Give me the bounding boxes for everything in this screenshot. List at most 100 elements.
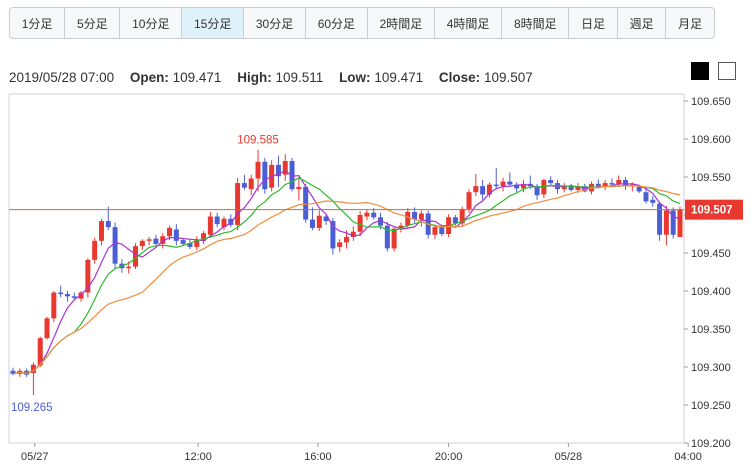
candle-body xyxy=(262,161,268,190)
candle-body xyxy=(180,240,186,244)
candle-up xyxy=(296,178,302,201)
candle-down xyxy=(493,167,499,190)
candle-body xyxy=(153,238,159,244)
candle-up xyxy=(51,291,57,323)
tab-timeframe[interactable]: 10分足 xyxy=(120,8,183,38)
candle-body xyxy=(561,186,567,190)
candle-up xyxy=(316,210,322,231)
candle-body xyxy=(207,216,213,235)
candle-up xyxy=(350,226,356,241)
candle-up xyxy=(85,258,91,298)
low-value: 109.471 xyxy=(374,70,424,85)
candle-body xyxy=(241,183,247,188)
candle-body xyxy=(85,259,91,293)
ohlc-datetime: 2019/05/28 07:00 xyxy=(9,70,115,85)
candle-body xyxy=(398,225,404,229)
candle-body xyxy=(391,228,397,249)
candle-up xyxy=(221,216,227,231)
candle-body xyxy=(201,233,207,241)
candle-up xyxy=(30,362,36,396)
close-value: 109.507 xyxy=(483,70,533,85)
candle-body xyxy=(357,215,363,232)
candle-up xyxy=(37,336,43,367)
candle-body xyxy=(296,186,302,190)
candle-body xyxy=(609,183,615,185)
candle-body xyxy=(44,318,50,339)
candle-up xyxy=(677,206,683,238)
tab-timeframe[interactable]: 8時間足 xyxy=(502,8,570,38)
close-label: Close: xyxy=(438,70,481,85)
y-tick-label: 109.550 xyxy=(691,172,731,184)
candle-body xyxy=(344,237,349,243)
high-label: High: xyxy=(237,70,272,85)
candle-body xyxy=(235,183,241,225)
candle-up xyxy=(98,218,104,246)
candle-up xyxy=(500,177,506,192)
candle-body xyxy=(337,242,343,247)
candle-down xyxy=(58,285,64,298)
candle-body xyxy=(303,186,309,220)
candle-up xyxy=(473,173,479,196)
y-axis: 109.650109.600109.550109.500109.450109.4… xyxy=(684,96,743,450)
candle-body xyxy=(616,180,622,185)
tab-timeframe[interactable]: 60分足 xyxy=(306,8,368,38)
y-tick-label: 109.300 xyxy=(691,362,731,374)
candle-body xyxy=(30,364,36,374)
open-label: Open: xyxy=(129,70,169,85)
candle-up xyxy=(466,189,472,213)
candle-body xyxy=(418,213,424,220)
candle-down xyxy=(384,221,390,252)
tab-timeframe[interactable]: 5分足 xyxy=(65,8,121,38)
candle-body xyxy=(500,181,506,187)
tab-timeframe[interactable]: 30分足 xyxy=(244,8,306,38)
current-price-box xyxy=(685,199,743,220)
candle-down xyxy=(643,187,649,204)
current-price-label: 109.507 xyxy=(691,205,733,217)
tab-timeframe[interactable]: 2時間足 xyxy=(368,8,435,38)
candle-body xyxy=(309,219,315,228)
candle-body xyxy=(643,192,649,202)
low-label: Low: xyxy=(339,70,371,85)
candle-body xyxy=(670,210,676,235)
moving-average-layer xyxy=(9,169,684,375)
tab-timeframe[interactable]: 週足 xyxy=(618,8,667,38)
tab-timeframe[interactable]: 1分足 xyxy=(10,8,66,38)
candle-body xyxy=(350,231,356,238)
candle-body xyxy=(520,183,526,189)
dark-theme-swatch[interactable] xyxy=(691,62,709,80)
tab-timeframe[interactable]: 4時間足 xyxy=(435,8,503,38)
candle-down xyxy=(228,214,234,228)
candle-down xyxy=(650,196,656,207)
tab-timeframe[interactable]: 月足 xyxy=(678,16,703,31)
x-tick-label: 16:00 xyxy=(304,451,332,463)
candle-body xyxy=(139,240,145,247)
candle-body xyxy=(10,370,16,374)
y-tick-label: 109.200 xyxy=(691,438,731,450)
ohlc-readout: 2019/05/28 07:00 Open: 109.471 High: 109… xyxy=(9,70,533,85)
candle-body xyxy=(187,243,193,247)
tab-timeframe[interactable]: 日足 xyxy=(569,8,618,38)
candle-body xyxy=(105,221,111,228)
candle-body xyxy=(412,211,418,220)
candle-body xyxy=(493,184,499,187)
tab-timeframe[interactable]: 15分足 xyxy=(182,8,245,38)
candle-body xyxy=(473,186,479,193)
ma-mid-line xyxy=(12,177,681,375)
candle-body xyxy=(316,215,322,228)
x-axis: 05/27 12:00 16:00 20:00 05/28 04:00 xyxy=(21,443,702,463)
light-theme-swatch[interactable] xyxy=(718,62,736,80)
candle-body xyxy=(194,239,200,247)
candle-body xyxy=(575,186,581,190)
candle-body xyxy=(167,227,173,237)
candle-down xyxy=(187,239,193,250)
candle-up xyxy=(44,316,50,340)
candle-up xyxy=(146,237,152,246)
candle-down xyxy=(153,234,159,246)
candle-down xyxy=(275,155,281,187)
candle-up xyxy=(398,222,404,233)
candle-body xyxy=(548,180,554,184)
high-value: 109.511 xyxy=(275,70,324,85)
candle-body xyxy=(595,183,601,187)
candle-down xyxy=(303,183,309,223)
